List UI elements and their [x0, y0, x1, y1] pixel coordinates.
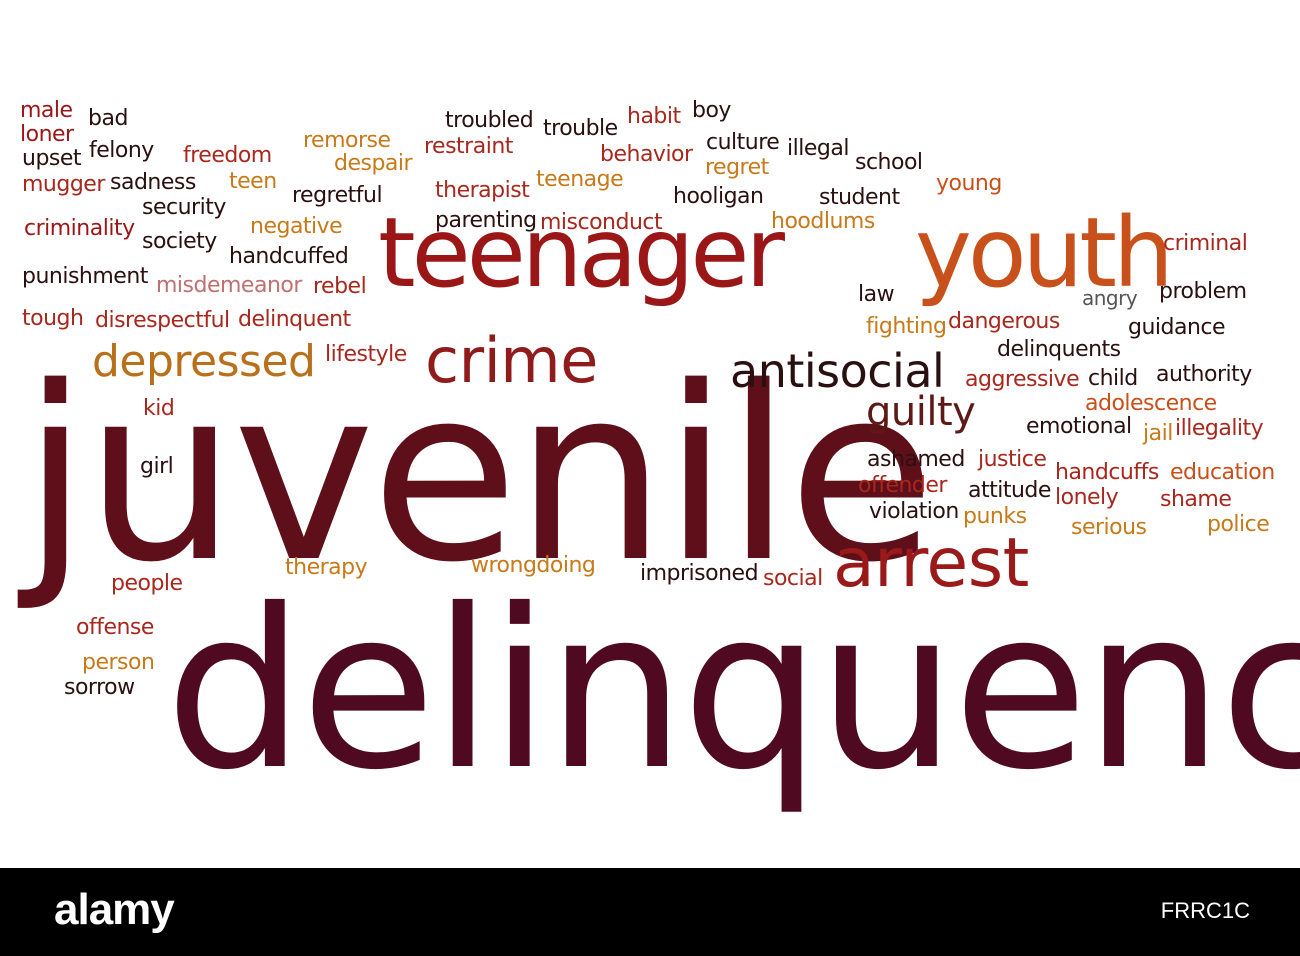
- word-girl: girl: [140, 454, 174, 479]
- word-criminal: criminal: [1163, 231, 1248, 256]
- word-depressed: depressed: [92, 336, 316, 387]
- word-felony: felony: [89, 138, 154, 163]
- word-regret: regret: [705, 155, 769, 180]
- word-society: society: [142, 229, 217, 254]
- word-misdemeanor: misdemeanor: [156, 273, 302, 298]
- word-wrongdoing: wrongdoing: [471, 553, 596, 578]
- word-boy: boy: [692, 98, 731, 123]
- word-person: person: [82, 650, 155, 675]
- word-sorrow: sorrow: [64, 675, 135, 700]
- word-attitude: attitude: [968, 478, 1051, 503]
- footer-bar: alamy FRRC1C: [0, 868, 1300, 956]
- word-problem: problem: [1159, 279, 1247, 304]
- word-dangerous: dangerous: [948, 309, 1060, 334]
- word-youth: youth: [915, 197, 1174, 309]
- word-social: social: [763, 566, 823, 591]
- word-emotional: emotional: [1026, 414, 1132, 439]
- word-guilty: guilty: [866, 389, 976, 435]
- word-culture: culture: [706, 130, 780, 155]
- word-negative: negative: [250, 214, 343, 239]
- word-delinquency: delinquency: [165, 562, 1300, 818]
- word-punks: punks: [963, 504, 1027, 529]
- word-teen: teen: [229, 169, 277, 194]
- word-jail: jail: [1143, 421, 1173, 446]
- word-authority: authority: [1156, 362, 1252, 387]
- word-offender: offender: [858, 473, 947, 498]
- word-ashamed: ashamed: [867, 447, 965, 472]
- word-juvenile: juvenile: [22, 335, 936, 615]
- word-imprisoned: imprisoned: [640, 561, 759, 586]
- word-police: police: [1207, 512, 1270, 537]
- word-male: male: [20, 98, 73, 123]
- word-handcuffs: handcuffs: [1055, 460, 1159, 485]
- word-despair: despair: [334, 151, 413, 176]
- word-fighting: fighting: [866, 314, 947, 339]
- word-crime: crime: [425, 324, 598, 397]
- word-delinquents: delinquents: [997, 337, 1121, 362]
- word-criminality: criminality: [24, 216, 135, 241]
- word-remorse: remorse: [303, 128, 391, 153]
- word-young: young: [936, 171, 1002, 196]
- word-shame: shame: [1160, 487, 1232, 512]
- word-kid: kid: [143, 396, 175, 421]
- word-illegality: illegality: [1175, 416, 1264, 441]
- word-justice: justice: [978, 447, 1047, 472]
- word-upset: upset: [22, 146, 82, 171]
- word-antisocial: antisocial: [730, 344, 945, 398]
- word-teenage: teenage: [536, 167, 624, 192]
- word-guidance: guidance: [1128, 315, 1226, 340]
- word-delinquent: delinquent: [238, 307, 351, 332]
- word-offense: offense: [76, 615, 154, 640]
- word-punishment: punishment: [22, 264, 148, 289]
- word-disrespectful: disrespectful: [95, 308, 230, 333]
- word-habit: habit: [627, 104, 681, 129]
- word-troubled: troubled: [445, 108, 534, 133]
- word-student: student: [819, 185, 900, 210]
- word-handcuffed: handcuffed: [229, 244, 349, 269]
- word-adolescence: adolescence: [1085, 391, 1217, 416]
- word-serious: serious: [1071, 515, 1147, 540]
- word-school: school: [855, 150, 923, 175]
- word-therapy: therapy: [285, 555, 368, 580]
- word-behavior: behavior: [600, 142, 693, 167]
- word-teenager: teenager: [378, 197, 785, 309]
- word-lifestyle: lifestyle: [325, 342, 407, 367]
- word-bad: bad: [88, 106, 128, 131]
- word-people: people: [111, 571, 183, 596]
- word-parenting: parenting: [435, 208, 537, 233]
- word-hoodlums: hoodlums: [771, 209, 875, 234]
- word-law: law: [858, 282, 895, 307]
- word-freedom: freedom: [183, 143, 272, 168]
- word-loner: loner: [20, 122, 74, 147]
- word-aggressive: aggressive: [965, 367, 1080, 392]
- word-angry: angry: [1082, 286, 1138, 310]
- word-cloud: juveniledelinquency teenager youth crime dep…: [20, 98, 1300, 818]
- word-tough: tough: [22, 306, 84, 331]
- alamy-logo: alamy: [54, 885, 175, 934]
- word-lonely: lonely: [1055, 485, 1119, 510]
- word-misconduct: misconduct: [540, 210, 663, 235]
- word-education: education: [1170, 460, 1275, 485]
- word-therapist: therapist: [435, 178, 530, 203]
- word-illegal: illegal: [787, 136, 849, 161]
- word-mugger: mugger: [22, 172, 105, 197]
- image-code: FRRC1C: [1160, 898, 1250, 923]
- word-hooligan: hooligan: [673, 184, 764, 209]
- word-regretful: regretful: [292, 183, 383, 208]
- word-arrest: arrest: [833, 524, 1029, 603]
- word-sadness: sadness: [110, 170, 196, 195]
- word-rebel: rebel: [313, 274, 367, 299]
- word-restraint: restraint: [424, 134, 513, 159]
- word-security: security: [142, 195, 226, 220]
- word-violation: violation: [869, 499, 959, 524]
- word-child: child: [1088, 366, 1138, 391]
- word-trouble: trouble: [543, 116, 618, 141]
